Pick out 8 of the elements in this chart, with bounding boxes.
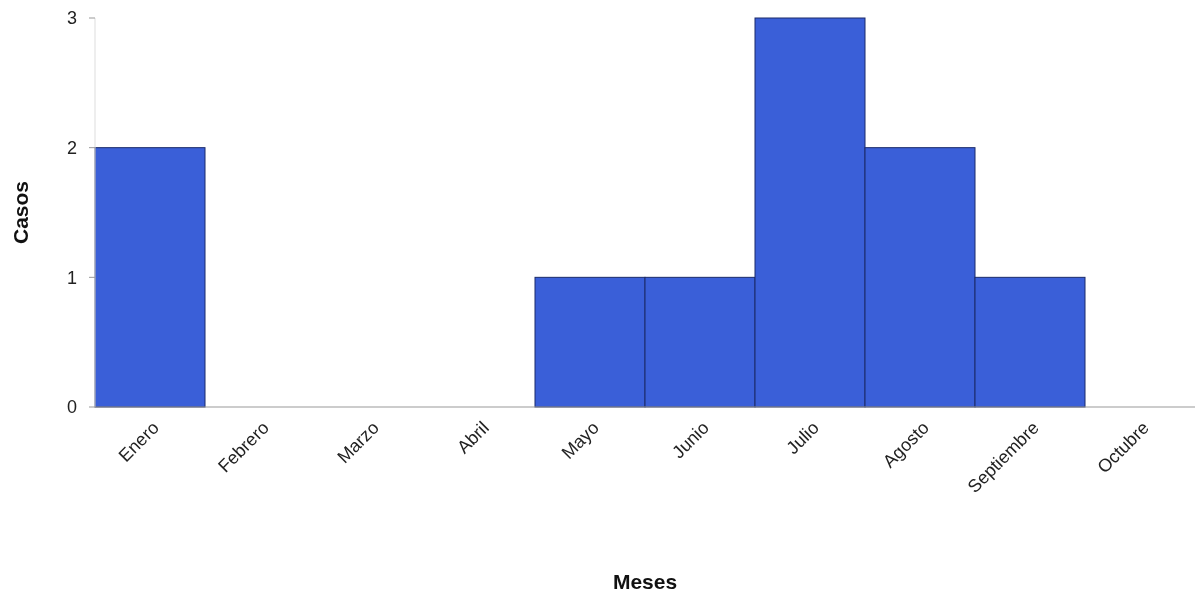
- y-tick-label: 2: [66, 137, 77, 158]
- y-tick-label: 1: [66, 267, 77, 288]
- y-tick-label: 3: [66, 8, 77, 29]
- bar: [94, 147, 206, 408]
- y-tick-label: 0: [66, 397, 77, 418]
- x-tick-label: Julio: [782, 417, 823, 459]
- y-axis-title: Casos: [9, 180, 32, 245]
- x-axis-title: Meses: [612, 570, 678, 593]
